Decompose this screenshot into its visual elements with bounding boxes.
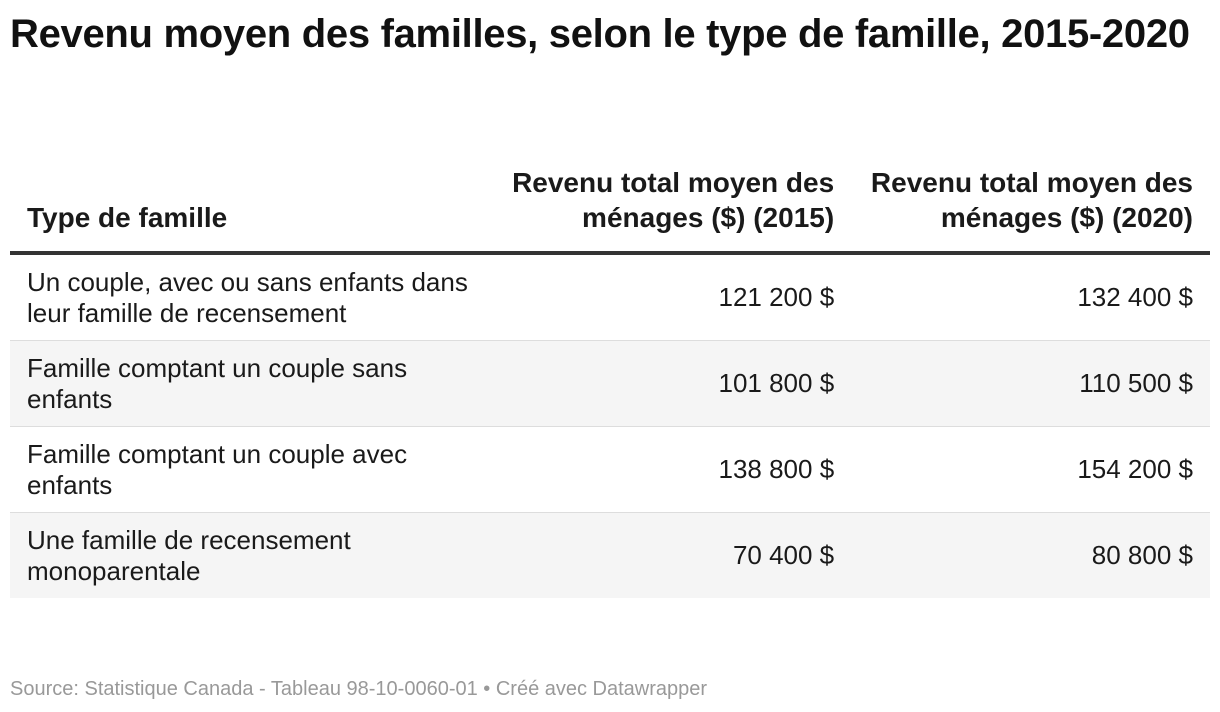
cell-income-2015: 101 800 $	[489, 340, 835, 427]
table-row: Un couple, avec ou sans enfants dans leu…	[10, 253, 1210, 341]
column-header-2020: Revenu total moyen des ménages ($) (2020…	[834, 165, 1210, 255]
table-row: Famille comptant un couple avec enfants …	[10, 426, 1210, 513]
cell-income-2015: 138 800 $	[489, 426, 835, 513]
column-header-type: Type de famille	[10, 165, 490, 255]
cell-income-2015: 70 400 $	[489, 512, 835, 598]
cell-family-type: Famille comptant un couple sans enfants	[10, 340, 490, 427]
chart-title: Revenu moyen des familles, selon le type…	[10, 12, 1190, 56]
cell-family-type: Famille comptant un couple avec enfants	[10, 426, 490, 513]
cell-family-type: Une famille de recensement monoparentale	[10, 512, 490, 598]
cell-income-2015: 121 200 $	[489, 253, 835, 341]
table-row: Une famille de recensement monoparentale…	[10, 512, 1210, 598]
data-table: Type de famille Revenu total moyen des m…	[10, 165, 1210, 598]
cell-income-2020: 154 200 $	[834, 426, 1210, 513]
cell-family-type: Un couple, avec ou sans enfants dans leu…	[10, 253, 490, 341]
table-row: Famille comptant un couple sans enfants …	[10, 340, 1210, 427]
cell-income-2020: 80 800 $	[834, 512, 1210, 598]
table-body: Un couple, avec ou sans enfants dans leu…	[10, 253, 1210, 598]
column-header-2015: Revenu total moyen des ménages ($) (2015…	[489, 165, 835, 255]
cell-income-2020: 132 400 $	[834, 253, 1210, 341]
table-header-row: Type de famille Revenu total moyen des m…	[10, 165, 1210, 255]
cell-income-2020: 110 500 $	[834, 340, 1210, 427]
source-footer: Source: Statistique Canada - Tableau 98-…	[10, 678, 708, 700]
